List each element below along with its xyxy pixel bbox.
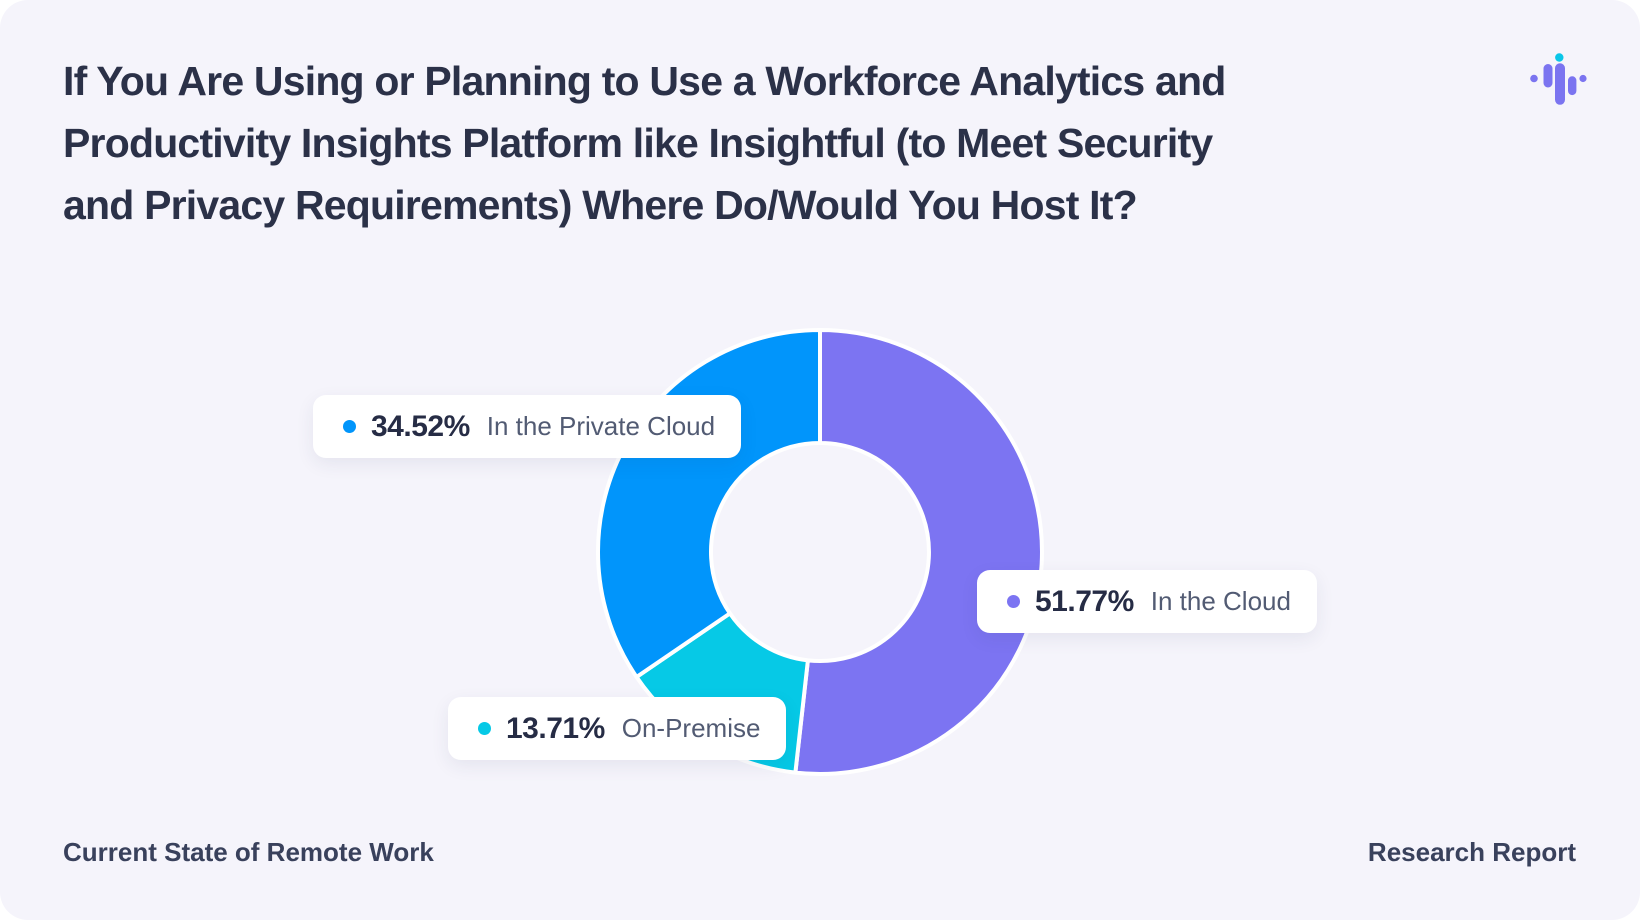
insightful-logo-icon [1530, 53, 1587, 105]
footer-report-type: Research Report [1367, 837, 1576, 867]
title-line-2: Productivity Insights Platform like Insi… [63, 120, 1213, 166]
title-line-1: If You Are Using or Planning to Use a Wo… [63, 58, 1226, 104]
donut-segment-in-the-private-cloud [596, 328, 822, 680]
legend-card-on-premise: 13.71% On-Premise [448, 697, 787, 760]
legend-percentage: 34.52% [371, 409, 470, 443]
footer-report-title: Current State of Remote Work [63, 837, 434, 867]
legend-label: In the Private Cloud [486, 411, 716, 441]
legend-label: On-Premise [621, 713, 761, 743]
title-line-3: and Privacy Requirements) Where Do/Would… [63, 182, 1138, 228]
legend-percentage: 51.77% [1035, 584, 1134, 618]
legend-dot-icon [343, 420, 356, 433]
donut-segment-in-the-cloud [793, 328, 1044, 776]
legend-dot-icon [1007, 595, 1020, 608]
legend-card-in-the-cloud: 51.77% In the Cloud [977, 570, 1317, 633]
page-title: If You Are Using or Planning to Use a Wo… [63, 50, 1226, 236]
legend-card-in-the-private-cloud: 34.52% In the Private Cloud [313, 395, 742, 458]
legend-dot-icon [478, 722, 491, 735]
legend-percentage: 13.71% [506, 711, 605, 745]
legend-label: In the Cloud [1150, 586, 1291, 616]
